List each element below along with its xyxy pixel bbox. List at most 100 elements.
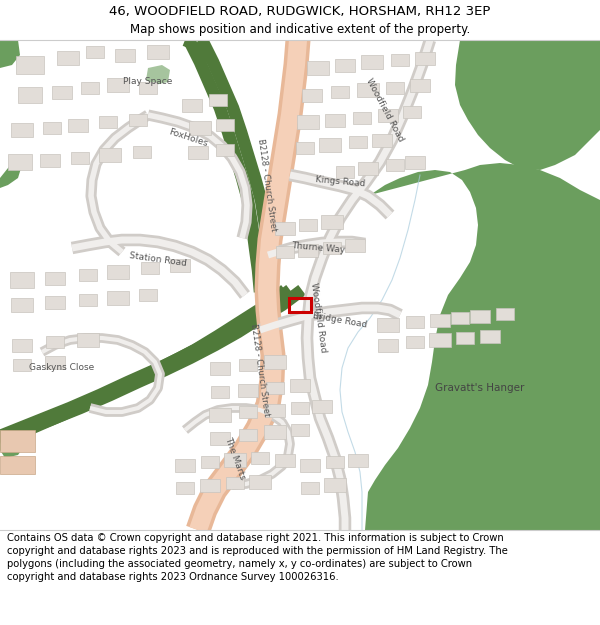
Bar [209, 408, 231, 422]
Bar [348, 454, 368, 466]
Bar [188, 146, 208, 159]
Bar [45, 296, 65, 309]
Bar [11, 298, 33, 312]
Bar [224, 453, 246, 467]
Bar [372, 134, 392, 146]
Bar [10, 272, 34, 288]
Bar [71, 152, 89, 164]
Bar [115, 49, 135, 61]
Bar [378, 109, 398, 121]
Text: Contains OS data © Crown copyright and database right 2021. This information is : Contains OS data © Crown copyright and d… [7, 533, 508, 582]
Text: Woodfield Road: Woodfield Road [364, 77, 406, 143]
Polygon shape [146, 65, 170, 85]
Bar [386, 159, 404, 171]
Bar [291, 402, 309, 414]
Bar [353, 112, 371, 124]
Bar [68, 119, 88, 131]
Polygon shape [347, 278, 400, 320]
Bar [429, 333, 451, 347]
Bar [11, 123, 33, 137]
Bar [312, 399, 332, 412]
Bar [325, 114, 345, 126]
Bar [331, 86, 349, 98]
Bar [211, 386, 229, 398]
Bar [216, 144, 234, 156]
Bar [45, 271, 65, 284]
Polygon shape [365, 163, 600, 530]
Bar [45, 356, 65, 369]
Bar [99, 148, 121, 162]
Bar [209, 94, 227, 106]
Bar [139, 289, 157, 301]
Bar [480, 329, 500, 342]
Bar [81, 82, 99, 94]
Bar [319, 138, 341, 152]
Bar [430, 314, 450, 326]
Bar [289, 298, 311, 312]
Bar [147, 45, 169, 59]
Text: Kings Road: Kings Road [314, 176, 365, 189]
Bar [266, 382, 284, 394]
Bar [107, 265, 129, 279]
Bar [336, 166, 354, 178]
Bar [0, 456, 35, 474]
Polygon shape [455, 40, 600, 170]
Bar [264, 355, 286, 369]
Bar [239, 429, 257, 441]
Bar [470, 309, 490, 322]
Bar [189, 121, 211, 135]
Bar [251, 452, 269, 464]
Bar [238, 384, 258, 396]
Bar [249, 475, 271, 489]
Bar [335, 59, 355, 71]
Bar [226, 477, 244, 489]
Bar [8, 154, 32, 170]
Bar [378, 339, 398, 351]
Bar [264, 425, 286, 439]
Bar [345, 239, 365, 251]
Text: 46, WOODFIELD ROAD, RUDGWICK, HORSHAM, RH12 3EP: 46, WOODFIELD ROAD, RUDGWICK, HORSHAM, R… [109, 5, 491, 18]
Bar [307, 61, 329, 75]
Bar [302, 89, 322, 101]
Text: B2128 - Church Street: B2128 - Church Street [249, 323, 271, 417]
Text: Woodfield Road: Woodfield Road [308, 282, 328, 354]
Text: Map shows position and indicative extent of the property.: Map shows position and indicative extent… [130, 24, 470, 36]
Bar [297, 115, 319, 129]
Bar [300, 459, 320, 471]
Polygon shape [0, 430, 25, 458]
Bar [324, 478, 346, 492]
Bar [129, 114, 147, 126]
Bar [200, 479, 220, 491]
Bar [201, 456, 219, 468]
Text: The Marts: The Marts [223, 436, 247, 481]
Bar [107, 291, 129, 305]
Polygon shape [0, 160, 22, 188]
Bar [296, 142, 314, 154]
Bar [107, 78, 129, 92]
Bar [496, 308, 514, 320]
Bar [410, 79, 430, 91]
Bar [386, 82, 404, 94]
Bar [141, 262, 159, 274]
Bar [79, 294, 97, 306]
Text: FoxHoles: FoxHoles [167, 127, 209, 149]
Bar [349, 136, 367, 148]
Bar [12, 339, 32, 351]
Bar [357, 83, 379, 97]
Bar [321, 215, 343, 229]
Bar [415, 51, 435, 64]
Bar [291, 424, 309, 436]
Bar [456, 332, 474, 344]
Bar [361, 55, 383, 69]
Bar [275, 454, 295, 466]
Text: Station Road: Station Road [129, 251, 187, 269]
Bar [57, 51, 79, 65]
Bar [210, 361, 230, 374]
Bar [406, 336, 424, 348]
Text: Bridge Road: Bridge Road [312, 311, 368, 329]
Bar [326, 456, 344, 468]
Bar [18, 87, 42, 103]
Bar [170, 259, 190, 271]
Bar [175, 459, 195, 471]
Bar [133, 146, 151, 158]
